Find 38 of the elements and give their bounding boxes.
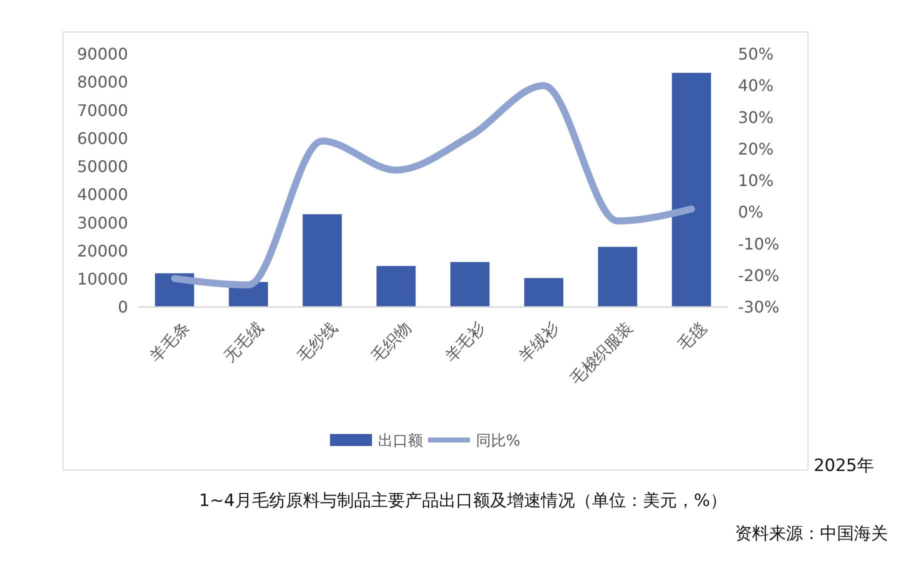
y-tick-label: 20000: [77, 241, 128, 260]
text: 1~4月毛纺原料与制品主要产品出口额及增速情况（单位：美元，%）: [198, 490, 728, 511]
y2-tick-label: 10%: [738, 171, 774, 190]
x-tick-label: 毛织物: [367, 318, 415, 366]
x-tick-label: 毛毯: [674, 318, 710, 354]
bar: [672, 72, 712, 307]
x-tick-label: 毛梭织服装: [566, 318, 636, 388]
x-tick-label: 毛纱线: [294, 318, 341, 366]
y-tick-label: 40000: [77, 185, 128, 204]
y2-tick-label: -30%: [738, 298, 780, 317]
bar: [376, 266, 416, 307]
y-tick-label: 30000: [77, 213, 128, 232]
y-tick-label: 90000: [77, 44, 128, 64]
y-tick-label: 0: [118, 298, 128, 317]
y2-tick-label: 50%: [738, 44, 774, 64]
y2-tick-label: -20%: [738, 266, 780, 285]
text: 2025年: [814, 456, 874, 476]
legend-label: 出口额: [378, 431, 423, 450]
text: 资料来源：中国海关: [735, 524, 888, 544]
x-tick-label: 羊绒衫: [515, 318, 563, 366]
y-tick-label: 60000: [77, 128, 128, 148]
legend-label: 同比%: [476, 431, 520, 450]
y2-tick-label: 20%: [738, 139, 774, 158]
y-tick-label: 80000: [77, 72, 128, 92]
y2-tick-label: 30%: [738, 108, 774, 127]
y2-tick-label: 40%: [738, 76, 774, 96]
y-tick-label: 10000: [77, 269, 128, 288]
y-tick-label: 70000: [77, 100, 128, 120]
y2-tick-label: -10%: [738, 234, 780, 254]
y2-tick-label: 0%: [738, 202, 764, 222]
x-tick-label: 羊毛条: [146, 318, 194, 366]
bar: [302, 214, 342, 307]
y-tick-label: 50000: [77, 157, 128, 176]
bar: [598, 246, 638, 307]
bar: [524, 278, 564, 307]
x-tick-label: 无毛绒: [220, 318, 268, 366]
bar: [450, 262, 490, 307]
x-tick-label: 羊毛衫: [441, 318, 489, 366]
